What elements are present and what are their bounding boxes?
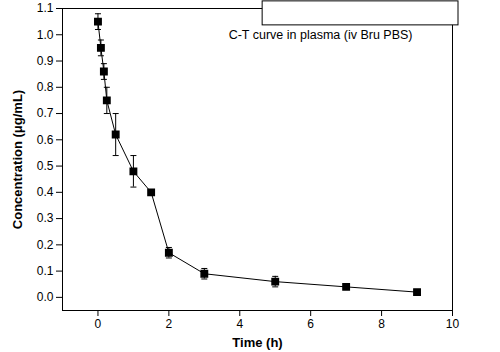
svg-text:0.1: 0.1: [37, 264, 54, 278]
svg-text:4: 4: [236, 317, 243, 331]
svg-text:0.0: 0.0: [37, 290, 54, 304]
svg-text:2: 2: [166, 317, 173, 331]
svg-text:0.6: 0.6: [37, 133, 54, 147]
svg-text:0.9: 0.9: [37, 54, 54, 68]
svg-text:1.1: 1.1: [37, 1, 54, 15]
svg-text:Concentration (μg/mL): Concentration (μg/mL): [10, 90, 25, 229]
svg-text:1.0: 1.0: [37, 28, 54, 42]
svg-text:10: 10: [446, 317, 460, 331]
svg-text:0.2: 0.2: [37, 238, 54, 252]
svg-text:0: 0: [95, 317, 102, 331]
svg-text:0.8: 0.8: [37, 80, 54, 94]
svg-text:0.5: 0.5: [37, 159, 54, 173]
svg-text:C-T curve in plasma (iv Bru PB: C-T curve in plasma (iv Bru PBS): [229, 28, 413, 42]
svg-text:0.3: 0.3: [37, 211, 54, 225]
svg-text:6: 6: [307, 317, 314, 331]
svg-text:0.7: 0.7: [37, 106, 54, 120]
svg-text:Time (h): Time (h): [232, 335, 282, 350]
svg-text:0.4: 0.4: [37, 185, 54, 199]
svg-text:8: 8: [378, 317, 385, 331]
